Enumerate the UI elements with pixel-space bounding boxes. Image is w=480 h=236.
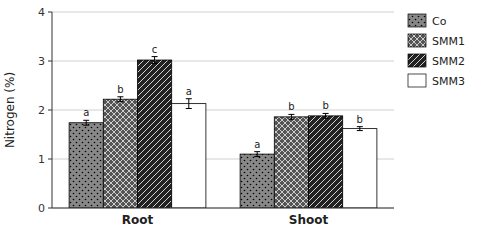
annotations: a a b b c b a b bbox=[83, 44, 363, 150]
legend: Co SMM1 SMM2 SMM3 bbox=[408, 14, 465, 88]
bar bbox=[69, 123, 103, 208]
bar bbox=[138, 60, 172, 208]
y-tick bbox=[48, 208, 52, 209]
bar bbox=[343, 129, 377, 208]
y-axis: 0 1 2 3 4 bbox=[38, 6, 394, 215]
error-bar bbox=[254, 152, 260, 157]
x-axis: Root Shoot bbox=[52, 208, 394, 227]
bar bbox=[274, 117, 308, 208]
error-bar bbox=[152, 57, 158, 64]
bar bbox=[309, 116, 343, 208]
grid-line bbox=[52, 61, 394, 62]
legend-swatch bbox=[408, 34, 426, 47]
y-tick-label: 1 bbox=[38, 153, 45, 166]
significance-letter: b bbox=[288, 101, 294, 112]
error-bar bbox=[357, 127, 363, 131]
chart-svg: 0 1 2 3 4 Nitrogen (%) a a b b c b a b Root Shoot Co SMM1… bbox=[0, 0, 480, 236]
significance-letter: a bbox=[254, 139, 260, 150]
error-bar bbox=[323, 113, 329, 118]
legend-label: SMM2 bbox=[432, 55, 465, 68]
y-tick-label: 0 bbox=[38, 202, 45, 215]
y-tick-label: 4 bbox=[38, 6, 45, 19]
y-tick-label: 2 bbox=[38, 104, 45, 117]
legend-label: SMM3 bbox=[432, 75, 465, 88]
legend-swatch bbox=[408, 14, 426, 27]
legend-label: Co bbox=[432, 15, 447, 28]
y-axis-title: Nitrogen (%) bbox=[3, 72, 17, 148]
error-bar bbox=[117, 97, 123, 102]
grid-line bbox=[52, 12, 394, 13]
significance-letter: a bbox=[83, 107, 89, 118]
legend-label: SMM1 bbox=[432, 35, 465, 48]
y-axis-line bbox=[52, 12, 53, 208]
legend-swatch bbox=[408, 54, 426, 67]
grid-line bbox=[52, 208, 394, 209]
chart: 0 1 2 3 4 Nitrogen (%) a a b b c b a b Root Shoot Co SMM1… bbox=[0, 0, 480, 236]
y-tick bbox=[48, 159, 52, 160]
error-bar bbox=[288, 114, 294, 119]
significance-letter: a bbox=[186, 86, 192, 97]
error-bar bbox=[83, 120, 89, 125]
bars bbox=[69, 57, 377, 208]
legend-swatch bbox=[408, 74, 426, 87]
x-tick-label: Root bbox=[122, 213, 154, 227]
y-tick bbox=[48, 110, 52, 111]
y-tick bbox=[48, 12, 52, 13]
significance-letter: b bbox=[322, 100, 328, 111]
y-tick-label: 3 bbox=[38, 55, 45, 68]
significance-letter: b bbox=[357, 114, 363, 125]
error-bar bbox=[186, 99, 192, 109]
significance-letter: c bbox=[152, 44, 158, 55]
y-tick bbox=[48, 61, 52, 62]
x-axis-line bbox=[52, 208, 394, 209]
x-tick-label: Shoot bbox=[289, 213, 329, 227]
bar bbox=[240, 154, 274, 208]
significance-letter: b bbox=[117, 84, 123, 95]
bar bbox=[172, 104, 206, 208]
bar bbox=[103, 99, 137, 208]
